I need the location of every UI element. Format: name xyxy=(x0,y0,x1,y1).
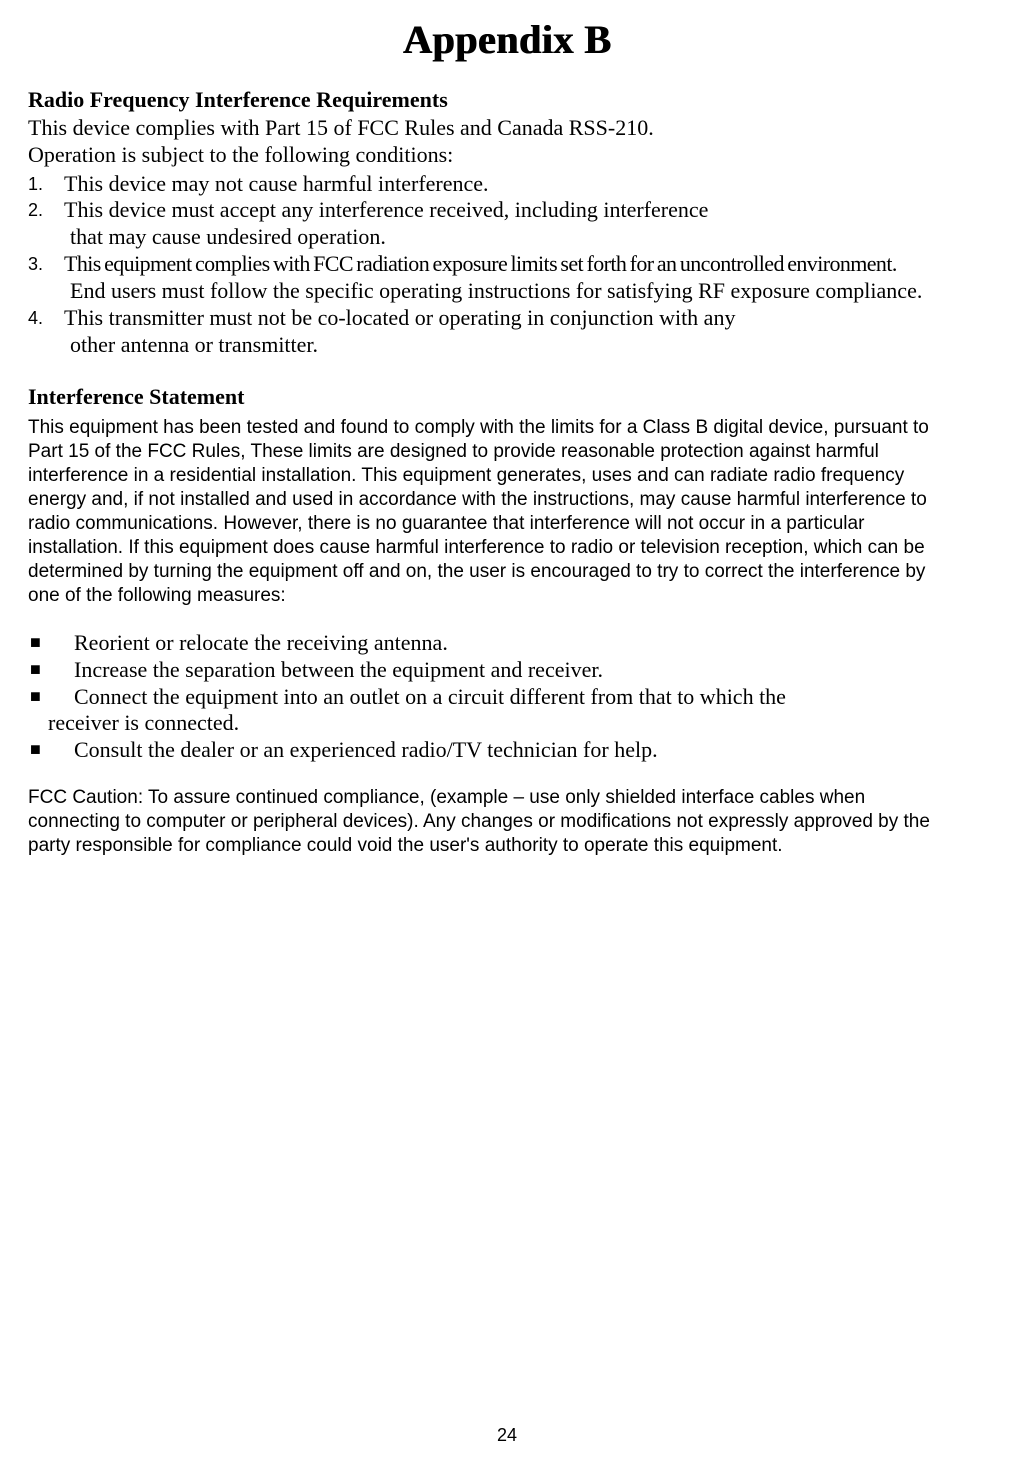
list-item: ■Increase the separation between the equ… xyxy=(28,657,986,684)
intro-line-2: Operation is subject to the following co… xyxy=(28,142,986,169)
square-bullet-icon: ■ xyxy=(28,630,74,655)
interference-para1: This equipment has been tested and found… xyxy=(28,416,948,608)
list-text: Connect the equipment into an outlet on … xyxy=(74,684,786,711)
numbered-list: 1.This device may not cause harmful inte… xyxy=(28,171,986,359)
list-item: ■Connect the equipment into an outlet on… xyxy=(28,684,986,711)
list-text: This device may not cause harmful interf… xyxy=(64,171,489,198)
page-number: 24 xyxy=(0,1425,1014,1446)
list-text-cont: other antenna or transmitter. xyxy=(28,332,986,359)
page-title: Appendix B xyxy=(28,16,986,63)
list-number: 3. xyxy=(28,251,64,275)
section-rfi: Radio Frequency Interference Requirement… xyxy=(28,87,986,358)
intro-line-1: This device complies with Part 15 of FCC… xyxy=(28,115,986,142)
list-text: Reorient or relocate the receiving anten… xyxy=(74,630,448,657)
list-item: ■Consult the dealer or an experienced ra… xyxy=(28,737,986,764)
list-text-cont: End users must follow the specific opera… xyxy=(28,278,986,305)
list-text: Consult the dealer or an experienced rad… xyxy=(74,737,658,764)
section-heading-interference: Interference Statement xyxy=(28,384,986,410)
list-item: 1.This device may not cause harmful inte… xyxy=(28,171,986,198)
list-text: This equipment complies with FCC radiati… xyxy=(64,251,897,278)
list-text-cont: receiver is connected. xyxy=(28,710,986,737)
list-number: 2. xyxy=(28,197,64,221)
list-item: 4.This transmitter must not be co-locate… xyxy=(28,305,986,332)
square-bullet-icon: ■ xyxy=(28,684,74,709)
list-number: 4. xyxy=(28,305,64,329)
interference-para2: FCC Caution: To assure continued complia… xyxy=(28,786,948,858)
list-item: 2.This device must accept any interferen… xyxy=(28,197,986,224)
list-text: This device must accept any interference… xyxy=(64,197,708,224)
square-bullet-icon: ■ xyxy=(28,657,74,682)
list-item: ■Reorient or relocate the receiving ante… xyxy=(28,630,986,657)
bullet-list: ■Reorient or relocate the receiving ante… xyxy=(28,630,986,764)
list-number: 1. xyxy=(28,171,64,195)
square-bullet-icon: ■ xyxy=(28,737,74,762)
list-text-cont: that may cause undesired operation. xyxy=(28,224,986,251)
list-text: Increase the separation between the equi… xyxy=(74,657,603,684)
section-heading-rfi: Radio Frequency Interference Requirement… xyxy=(28,87,986,113)
section-interference: Interference Statement This equipment ha… xyxy=(28,384,986,857)
list-item: 3.This equipment complies with FCC radia… xyxy=(28,251,986,278)
list-text: This transmitter must not be co-located … xyxy=(64,305,735,332)
